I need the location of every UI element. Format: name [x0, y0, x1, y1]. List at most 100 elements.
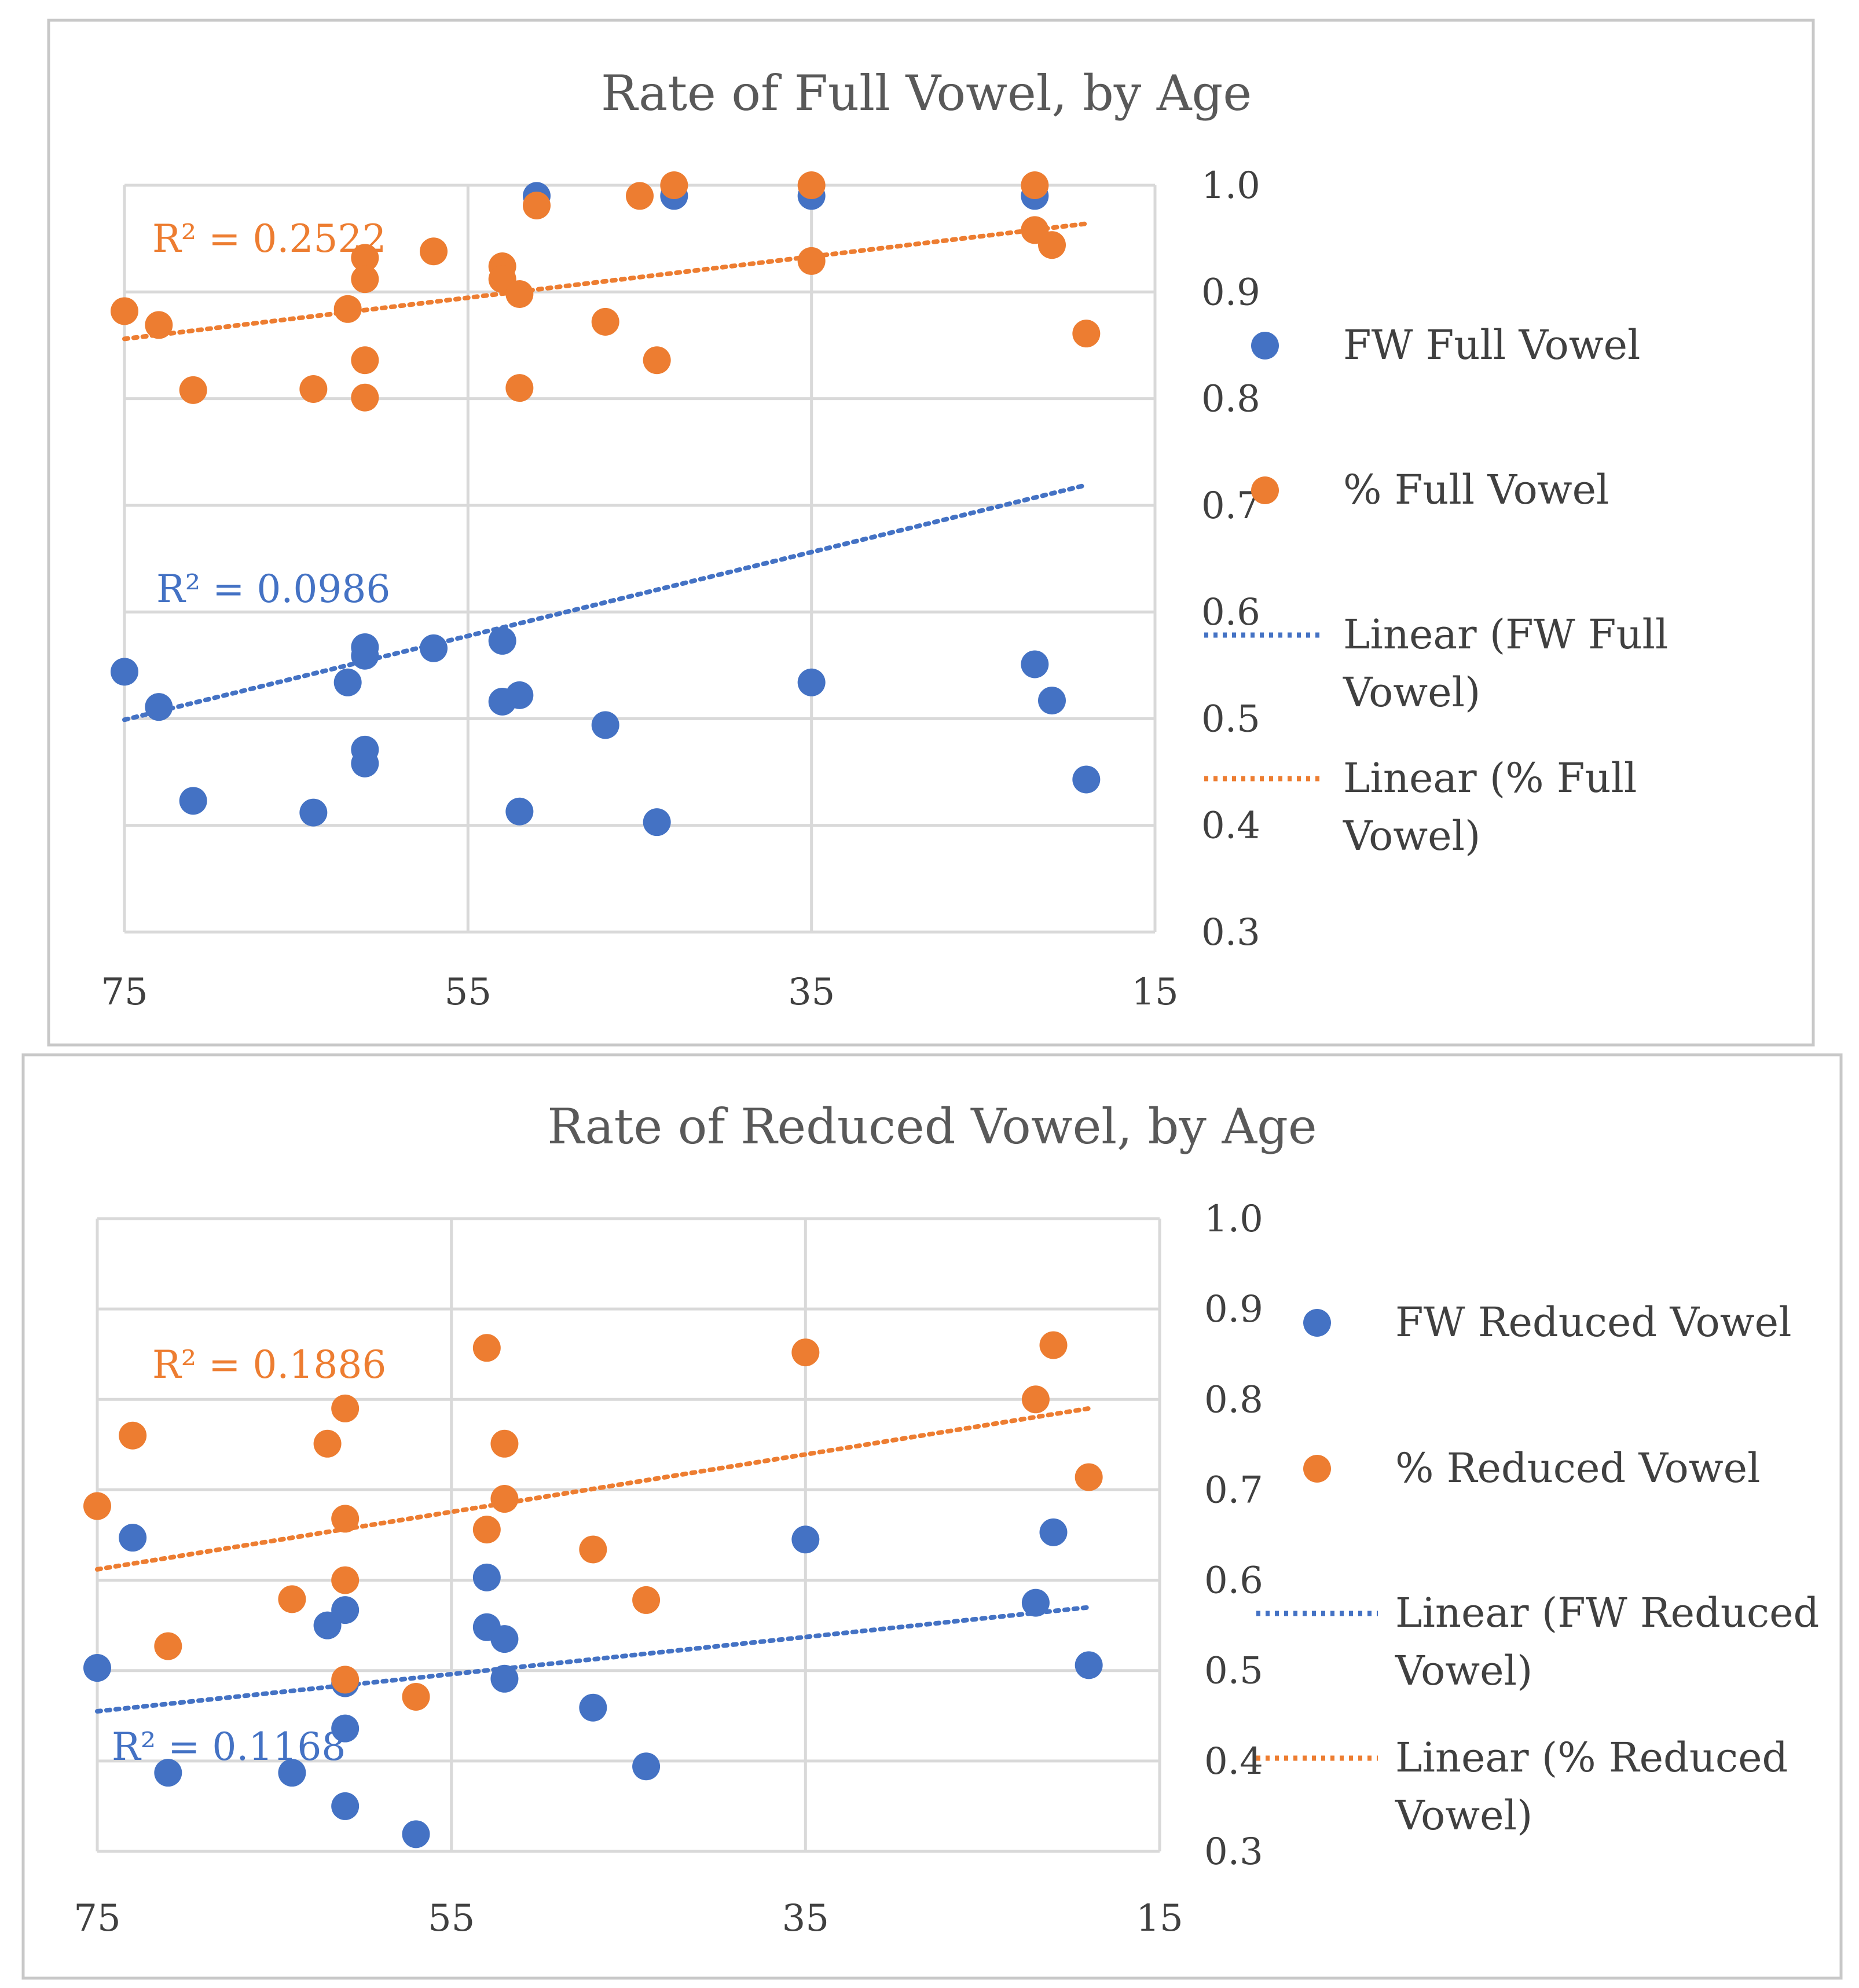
chart-frame [21, 1053, 1843, 1980]
point-pct-full-vowel [351, 346, 379, 375]
legend-label-linear-pct-full-vowel: Linear (% Full Vowel) [1343, 754, 1637, 860]
point-fw-full-vowel [1021, 650, 1049, 678]
point-pct-full-vowel [145, 311, 173, 339]
point-pct-reduced-vowel [331, 1394, 360, 1422]
x-tick-label: 75 [74, 1897, 120, 1940]
legend-label-linear-fw-full-vowel: Linear (FW Full Vowel) [1343, 611, 1668, 716]
point-fw-reduced-vowel [579, 1693, 607, 1722]
y-tick-label: 1.0 [1204, 1198, 1263, 1241]
y-tick-label: 0.6 [1201, 591, 1260, 634]
point-pct-reduced-vowel [1039, 1331, 1068, 1359]
r2-label-orange: R² = 0.1886 [152, 1343, 386, 1387]
trendline-linear-pct-reduced-vowel [95, 1406, 1091, 1572]
point-fw-reduced-vowel [402, 1820, 430, 1848]
y-tick-label: 0.8 [1201, 378, 1260, 421]
point-pct-full-vowel [660, 171, 688, 199]
point-fw-full-vowel [643, 808, 671, 837]
point-pct-full-vowel [591, 307, 619, 336]
grid-layer [123, 184, 1157, 934]
point-fw-full-vowel [591, 711, 619, 739]
point-pct-full-vowel [111, 297, 138, 325]
point-fw-reduced-vowel [119, 1524, 147, 1552]
x-tick-label: 55 [445, 971, 492, 1014]
legend: FW Full Vowel % Full Vowel Linear (FW Fu… [1204, 321, 1668, 860]
y-tick-label: 0.4 [1201, 805, 1260, 848]
point-pct-reduced-vowel [632, 1586, 661, 1614]
point-pct-full-vowel [351, 265, 379, 294]
x-tick-label: 15 [1136, 1897, 1183, 1940]
point-pct-reduced-vowel [402, 1682, 430, 1711]
point-fw-reduced-vowel [331, 1714, 360, 1743]
y-tick-label: 0.3 [1201, 911, 1260, 954]
point-pct-reduced-vowel [313, 1429, 342, 1458]
trendline-linear-pct-full-vowel [122, 221, 1089, 342]
x-tick-label: 35 [788, 971, 835, 1014]
legend-label-linear-fw-reduced-vowel: Linear (FW Reduced Vowel) [1395, 1589, 1819, 1694]
point-fw-full-vowel [351, 641, 379, 670]
point-fw-reduced-vowel [490, 1664, 519, 1693]
point-fw-full-vowel [488, 626, 516, 655]
point-pct-reduced-vowel [331, 1666, 360, 1694]
point-pct-reduced-vowel [490, 1485, 519, 1513]
point-pct-full-vowel [505, 374, 534, 402]
point-pct-reduced-vowel [331, 1566, 360, 1594]
point-pct-reduced-vowel [490, 1429, 519, 1458]
trendline-layer [95, 1406, 1091, 1714]
point-fw-reduced-vowel [331, 1792, 360, 1820]
point-pct-full-vowel [643, 346, 671, 375]
chart-frame [47, 19, 1815, 1047]
r2-label-orange: R² = 0.2522 [152, 217, 386, 261]
chart-title: Rate of Full Vowel, by Age [601, 65, 1252, 122]
point-fw-reduced-vowel [1039, 1518, 1068, 1546]
legend-label-fw-reduced-vowel: FW Reduced Vowel [1395, 1299, 1791, 1346]
x-tick-layer: 75 55 35 15 [74, 1897, 1183, 1940]
chart-full-vowel: Rate of Full Vowel, by Age 1.0 0.9 0.8 0.7 0… [47, 19, 1815, 1047]
x-tick-label: 55 [428, 1897, 475, 1940]
y-tick-label: 0.9 [1204, 1288, 1263, 1331]
y-tick-layer: 1.0 0.9 0.8 0.7 0.6 0.5 0.4 0.3 [1204, 1198, 1263, 1873]
point-fw-reduced-vowel [472, 1563, 501, 1591]
legend-label-linear-pct-reduced-vowel: Linear (% Reduced Vowel) [1395, 1734, 1788, 1839]
legend-marker-pct-full-vowel [1251, 476, 1279, 504]
point-fw-reduced-vowel [632, 1752, 661, 1781]
point-pct-reduced-vowel [1021, 1385, 1050, 1414]
point-fw-full-vowel [333, 668, 362, 696]
point-fw-reduced-vowel [1075, 1651, 1103, 1679]
point-pct-reduced-vowel [472, 1334, 501, 1362]
point-pct-full-vowel [299, 375, 328, 403]
point-pct-reduced-vowel [579, 1535, 607, 1564]
y-tick-label: 1.0 [1201, 164, 1260, 207]
legend-marker-fw-reduced-vowel [1303, 1309, 1331, 1337]
point-pct-full-vowel [351, 244, 379, 272]
trendline-linear-fw-reduced-vowel [95, 1605, 1091, 1714]
point-pct-reduced-vowel [154, 1632, 182, 1660]
point-pct-full-vowel [333, 295, 362, 323]
point-pct-reduced-vowel [331, 1505, 360, 1533]
y-tick-layer: 1.0 0.9 0.8 0.7 0.6 0.5 0.4 0.3 [1201, 164, 1260, 954]
point-pct-full-vowel [1038, 231, 1066, 259]
x-tick-label: 35 [782, 1897, 829, 1940]
legend-label-pct-full-vowel: % Full Vowel [1343, 466, 1609, 513]
point-fw-reduced-vowel [1021, 1589, 1050, 1617]
point-fw-reduced-vowel [83, 1654, 111, 1682]
legend: FW Reduced Vowel % Reduced Vowel Linear … [1256, 1299, 1819, 1839]
chart-reduced-vowel: Rate of Reduced Vowel, by Age 1.0 0.9 0.8 0… [21, 1053, 1843, 1980]
point-fw-reduced-vowel [331, 1596, 360, 1624]
point-pct-full-vowel [797, 247, 826, 275]
point-fw-full-vowel [299, 798, 328, 827]
chart-title: Rate of Reduced Vowel, by Age [547, 1098, 1317, 1155]
x-tick-label: 75 [101, 971, 148, 1014]
point-pct-full-vowel [626, 182, 654, 210]
point-fw-full-vowel [505, 681, 534, 709]
legend-marker-pct-reduced-vowel [1303, 1455, 1331, 1483]
y-tick-label: 0.5 [1201, 698, 1260, 740]
point-pct-full-vowel [797, 171, 826, 199]
x-tick-label: 15 [1131, 971, 1178, 1014]
point-pct-reduced-vowel [278, 1585, 306, 1613]
point-fw-full-vowel [420, 634, 448, 662]
points-layer [111, 171, 1101, 837]
points-layer [83, 1331, 1103, 1848]
point-pct-full-vowel [505, 280, 534, 308]
point-pct-reduced-vowel [791, 1338, 820, 1367]
